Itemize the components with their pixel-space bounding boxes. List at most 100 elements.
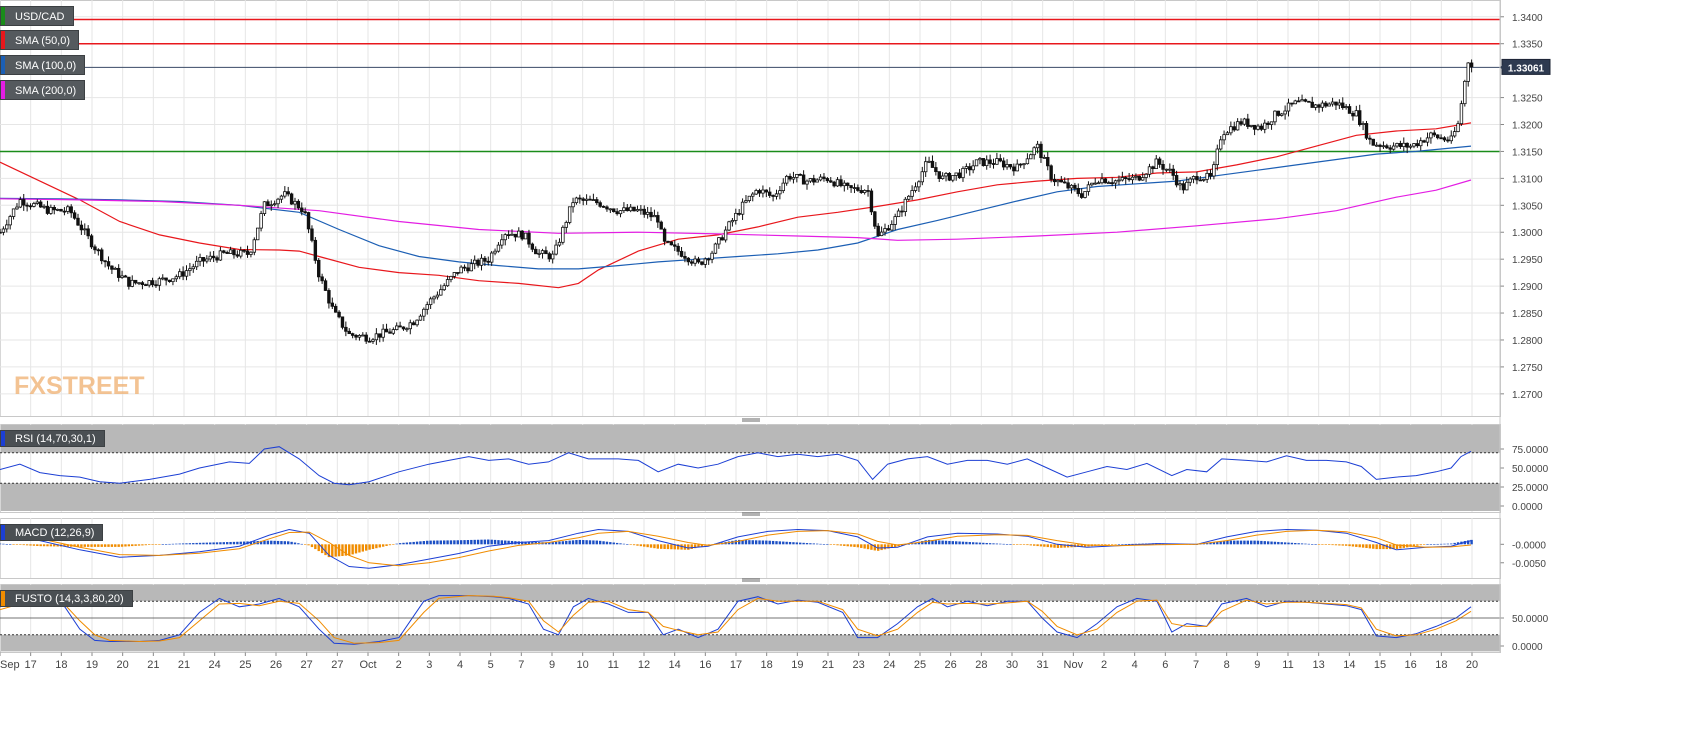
candle-body (744, 200, 748, 203)
candle-body (798, 173, 802, 176)
candle-body (266, 201, 270, 207)
macd-histogram-bar (978, 542, 982, 545)
candle-body (1239, 121, 1243, 125)
candle-body (337, 311, 341, 318)
macd-histogram-bar (439, 540, 443, 545)
candle-body (1100, 178, 1104, 184)
candle-body (1266, 122, 1270, 126)
candle-body (822, 176, 826, 179)
macd-histogram-bar (1012, 544, 1016, 545)
candle-body (344, 326, 348, 332)
legend-fusto[interactable]: FUSTO (14,3,3,80,20) (0, 590, 133, 607)
legend-rsi[interactable]: RSI (14,70,30,1) (0, 430, 105, 447)
candle-body (706, 258, 711, 261)
legend-sma-200[interactable]: SMA (200,0) (0, 80, 86, 100)
x-tick-label: 18 (761, 659, 773, 671)
x-tick-label: 24 (209, 659, 221, 671)
candle-body (272, 203, 277, 206)
candle-body (768, 191, 772, 196)
legend-symbol[interactable]: USD/CAD (0, 6, 74, 26)
candle-body (1046, 157, 1050, 167)
macd-histogram-bar (744, 540, 748, 545)
candle-body (286, 191, 290, 195)
pane-resize-handle-0[interactable] (742, 418, 760, 422)
macd-histogram-bar (32, 544, 36, 546)
macd-histogram-bar (1026, 544, 1029, 546)
candle-body (1429, 132, 1433, 139)
macd-histogram-bar (371, 544, 375, 549)
candle-body (462, 266, 467, 269)
candle-body (1469, 62, 1474, 68)
macd-histogram-bar (520, 541, 524, 545)
candle-body (1052, 178, 1057, 183)
candle-body (917, 181, 921, 188)
candle-body (523, 232, 528, 240)
candle-body (856, 187, 860, 191)
candle-body (751, 193, 755, 197)
candle-body (886, 228, 891, 231)
candle-body (1439, 137, 1443, 140)
macd-histogram-bar (1331, 544, 1334, 546)
macd-histogram-bar (1131, 543, 1134, 545)
candle-body (130, 279, 134, 287)
macd-histogram-bar (202, 542, 205, 545)
candle-body (761, 189, 765, 194)
macd-histogram-bar (934, 540, 938, 545)
macd-histogram-bar (802, 542, 805, 545)
candle-body (771, 195, 775, 197)
candle-body (1110, 182, 1114, 185)
candle-body (581, 198, 585, 201)
candle-body (1202, 178, 1206, 181)
candle-body (1263, 122, 1267, 130)
candle-body (38, 201, 43, 208)
candle-body (1374, 144, 1379, 147)
macd-histogram-bar (507, 540, 510, 545)
legend-macd[interactable]: MACD (12,26,9) (0, 524, 104, 541)
candle-body (1412, 143, 1416, 147)
candle-body (489, 252, 494, 263)
legend-sma-50[interactable]: SMA (50,0) (0, 30, 80, 50)
candle-body (445, 279, 450, 287)
macd-histogram-bar (826, 544, 829, 545)
macd-histogram-bar (154, 544, 158, 545)
macd-histogram-bar (310, 544, 314, 548)
legend-sma-100[interactable]: SMA (100,0) (0, 55, 86, 75)
macd-histogram-bar (1002, 543, 1005, 545)
macd-histogram-bar (961, 541, 965, 545)
macd-histogram-bar (1029, 544, 1032, 546)
candle-body (1124, 177, 1128, 179)
macd-histogram-bar (734, 540, 738, 545)
candle-body (1452, 131, 1457, 137)
pane-resize-handle-2[interactable] (742, 578, 760, 582)
macd-histogram-bar (751, 540, 754, 545)
candle-body (818, 176, 823, 181)
macd-histogram-bar (120, 544, 124, 547)
macd-histogram-bar (568, 540, 571, 545)
candle-body (1008, 164, 1013, 168)
macd-histogram-bar (276, 540, 280, 545)
macd-histogram-bar (63, 544, 66, 547)
candle-body (1083, 191, 1087, 198)
macd-histogram-bar (181, 543, 185, 545)
candle-body (361, 334, 365, 337)
candle-body (391, 329, 396, 334)
pane-frame-0 (0, 0, 1501, 417)
candle-body (873, 211, 877, 227)
macd-histogram-bar (192, 543, 195, 545)
candle-body (862, 190, 867, 193)
macd-histogram-bar (805, 543, 809, 545)
pane-resize-handle-1[interactable] (742, 512, 760, 516)
candle-body (876, 225, 880, 237)
macd-histogram-bar (178, 543, 181, 545)
macd-histogram-bar (103, 544, 107, 547)
macd-histogram-bar (941, 540, 944, 545)
macd-histogram-bar (615, 542, 619, 545)
macd-histogram-bar (931, 540, 934, 545)
candle-body (561, 226, 565, 243)
macd-histogram-bar (649, 544, 653, 548)
candle-body (961, 168, 965, 179)
macd-histogram-bar (646, 544, 649, 548)
macd-histogram-bar (395, 543, 398, 545)
candle-body (55, 208, 60, 211)
